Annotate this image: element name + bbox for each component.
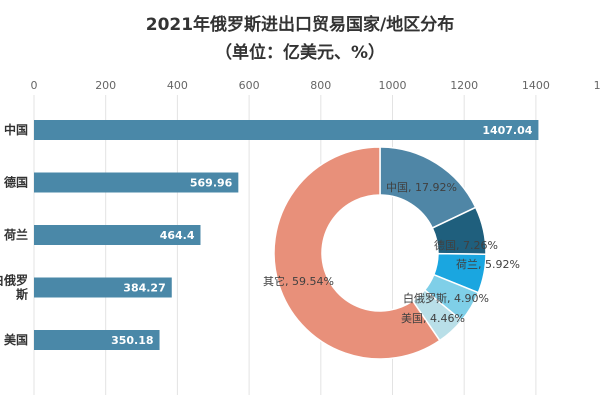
- bar-value-label: 569.96: [190, 177, 233, 190]
- donut-slice-label: 荷兰, 5.92%: [456, 258, 520, 271]
- bar-value-label: 350.18: [111, 334, 153, 347]
- chart-title: 2021年俄罗斯进出口贸易国家/地区分布: [145, 15, 455, 35]
- x-tick-label: 600: [239, 79, 260, 92]
- bar-category-label: 美国: [4, 332, 28, 347]
- bar-category-label: 白俄罗: [0, 273, 28, 288]
- bar-category-label: 荷兰: [3, 227, 28, 242]
- bar-value-label: 1407.04: [482, 124, 532, 137]
- x-tick-label: 400: [167, 79, 188, 92]
- bar-value-label: 464.4: [160, 229, 195, 242]
- x-tick-label: 1600: [594, 79, 600, 92]
- bar: [34, 172, 239, 193]
- bar: [34, 120, 539, 140]
- x-tick-label: 1000: [379, 79, 407, 92]
- donut-slice: [273, 146, 441, 360]
- bar-category-label: 斯: [16, 287, 28, 302]
- bar: [34, 277, 172, 298]
- bar-series: 1407.04 中国 569.96 德国 464.4 荷兰 384.27 白俄罗斯 350.18…: [0, 120, 539, 350]
- donut-slice-label: 德国, 7.26%: [434, 238, 498, 252]
- x-tick-label: 1200: [450, 79, 478, 92]
- donut-chart: 中国, 17.92% 德国, 7.26% 荷兰, 5.92% 白俄罗斯, 4.90% 美…: [263, 146, 520, 360]
- x-tick-label: 1400: [522, 79, 550, 92]
- donut-slice-label: 白俄罗斯, 4.90%: [403, 291, 489, 305]
- x-tick-label: 0: [31, 79, 38, 92]
- chart-subtitle: （单位：亿美元、%）: [214, 43, 386, 63]
- bar-category-label: 中国: [4, 122, 28, 137]
- bar-category-label: 德国: [4, 175, 28, 190]
- donut-slice-label: 其它, 59.54%: [263, 274, 334, 288]
- bar: [34, 330, 160, 350]
- donut-slice-label: 中国, 17.92%: [386, 181, 457, 194]
- x-tick-label: 800: [310, 79, 331, 92]
- x-tick-label: 200: [95, 79, 116, 92]
- x-axis-ticks: 0 200 400 600 800 1000 1200 1400 1600: [31, 79, 600, 92]
- bar: [34, 225, 201, 245]
- bar-value-label: 384.27: [123, 282, 165, 295]
- donut-slice-label: 美国, 4.46%: [401, 312, 465, 325]
